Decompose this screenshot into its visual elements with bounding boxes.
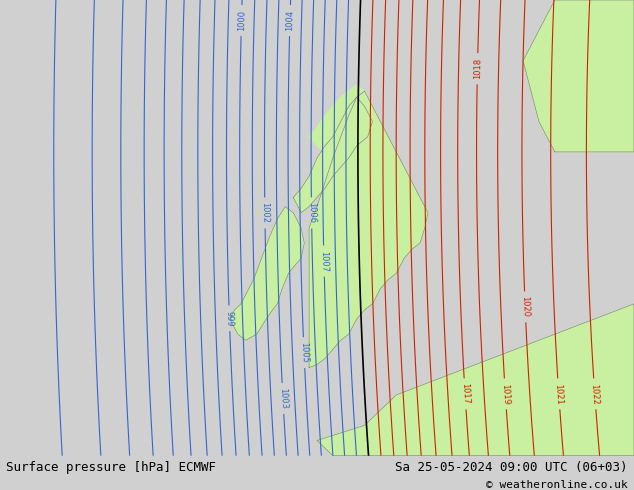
Text: 1022: 1022 [590, 383, 600, 405]
Text: 1017: 1017 [460, 383, 470, 405]
Polygon shape [293, 97, 373, 213]
Text: 1021: 1021 [553, 383, 564, 405]
Text: © weatheronline.co.uk: © weatheronline.co.uk [486, 480, 628, 490]
Text: 1005: 1005 [299, 342, 309, 364]
Text: Sa 25-05-2024 09:00 UTC (06+03): Sa 25-05-2024 09:00 UTC (06+03) [395, 461, 628, 474]
Polygon shape [317, 304, 634, 456]
Text: 1006: 1006 [307, 202, 316, 223]
Polygon shape [523, 0, 634, 152]
Text: 999: 999 [224, 310, 234, 326]
Polygon shape [309, 91, 428, 368]
Text: 1007: 1007 [319, 250, 328, 272]
Text: 1000: 1000 [236, 10, 246, 31]
Text: 1019: 1019 [500, 383, 510, 405]
Polygon shape [309, 85, 373, 158]
Polygon shape [230, 207, 304, 340]
Text: 1004: 1004 [285, 10, 295, 31]
Text: 1020: 1020 [521, 296, 530, 318]
Text: 1002: 1002 [260, 202, 269, 223]
Text: 1003: 1003 [278, 388, 288, 409]
Text: Surface pressure [hPa] ECMWF: Surface pressure [hPa] ECMWF [6, 461, 216, 474]
Text: 1018: 1018 [473, 58, 482, 79]
